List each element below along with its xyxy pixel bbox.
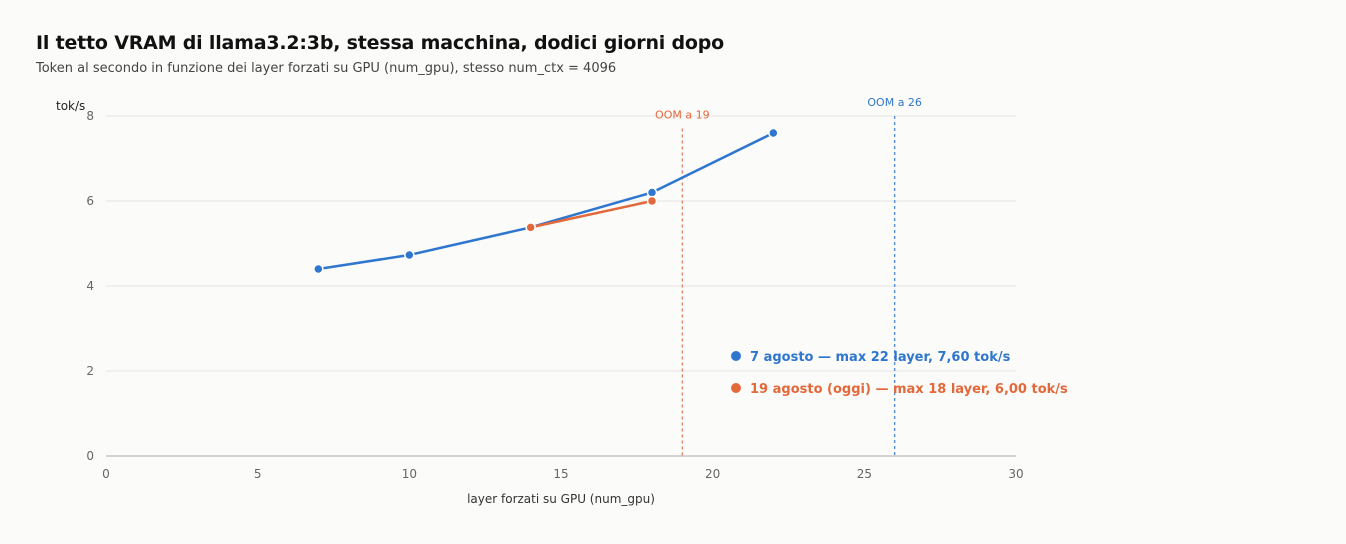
chart-title: Il tetto VRAM di llama3.2:3b, stessa mac… — [36, 32, 725, 54]
legend-label: 7 agosto — max 22 layer, 7,60 tok/s — [750, 350, 1011, 365]
data-point — [404, 249, 415, 261]
x-tick-label: 10 — [402, 467, 417, 481]
data-point — [525, 222, 536, 233]
y-axis-ticks: 0 2 4 6 8 — [86, 109, 94, 463]
y-tick-label: 8 — [86, 109, 94, 123]
y-axis-label: tok/s — [56, 99, 85, 113]
oom-markers: OOM a 19 OOM a 26 — [655, 96, 922, 456]
y-tick-label: 2 — [86, 364, 94, 378]
data-point — [313, 263, 324, 275]
legend: 7 agosto — max 22 layer, 7,60 tok/s 19 ag… — [731, 350, 1068, 397]
legend-label: 19 agosto (oggi) — max 18 layer, 6,00 to… — [750, 382, 1068, 397]
chart-subtitle: Token al secondo in funzione dei layer f… — [36, 61, 617, 76]
y-tick-label: 6 — [86, 194, 94, 208]
x-tick-label: 30 — [1008, 467, 1023, 481]
series-points — [313, 127, 779, 275]
oom-label: OOM a 26 — [867, 96, 922, 109]
legend-marker — [731, 351, 741, 361]
data-point — [646, 195, 658, 207]
legend-marker — [731, 383, 741, 393]
x-tick-label: 0 — [102, 467, 110, 481]
oom-label: OOM a 19 — [655, 109, 710, 122]
y-tick-label: 4 — [86, 279, 94, 293]
x-tick-label: 15 — [553, 467, 568, 481]
x-tick-label: 5 — [254, 467, 262, 481]
x-tick-label: 20 — [705, 467, 720, 481]
grid-lines — [106, 115, 1016, 372]
data-point — [646, 187, 658, 198]
data-point — [768, 127, 779, 139]
series-line — [530, 199, 653, 229]
x-tick-label: 25 — [857, 467, 872, 481]
x-axis-label: layer forzati su GPU (num_gpu) — [467, 492, 655, 506]
y-tick-label: 0 — [86, 449, 94, 463]
x-axis-ticks: 0 5 10 15 20 25 30 — [102, 467, 1023, 481]
